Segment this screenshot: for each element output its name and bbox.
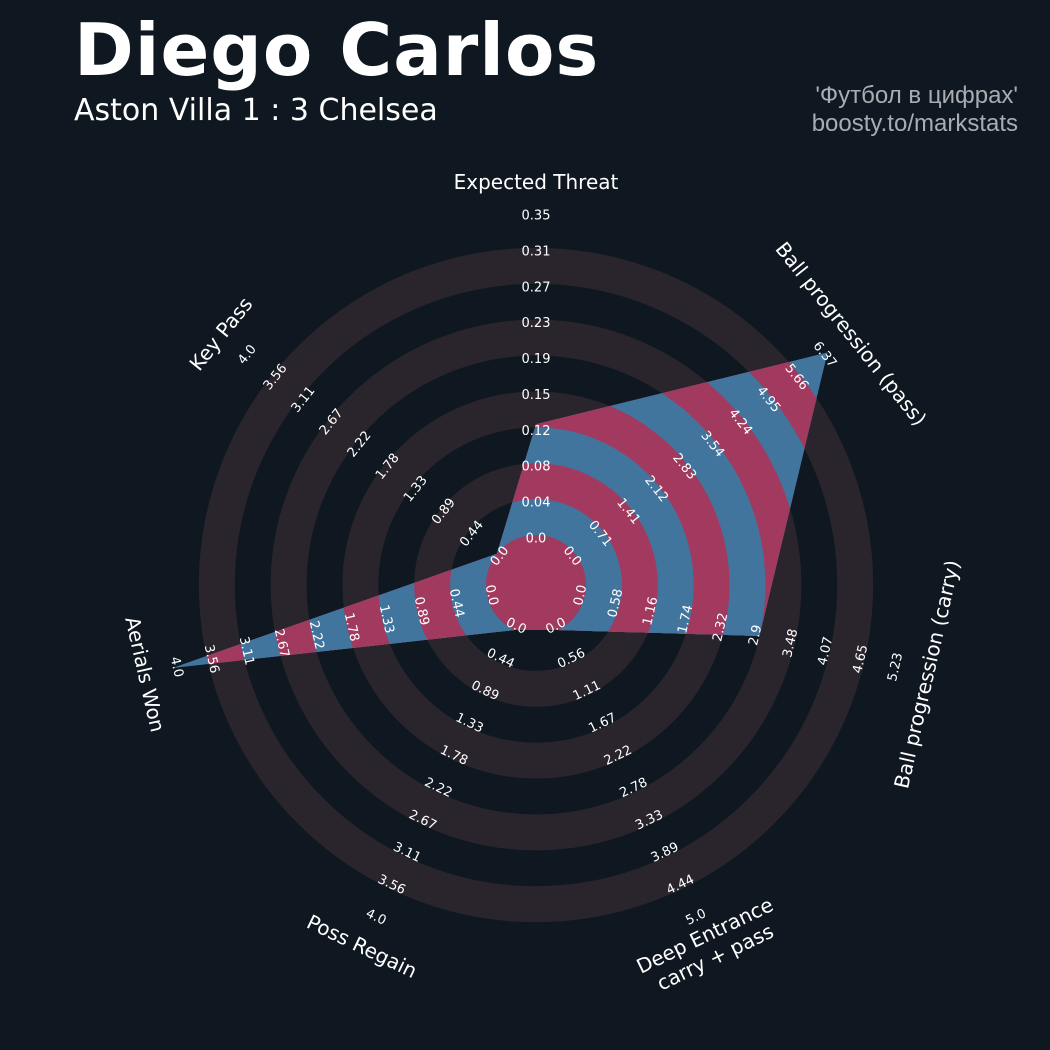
credit-url: boosty.to/markstats xyxy=(811,109,1018,137)
tick-label: 0.08 xyxy=(522,460,551,475)
axis-label: Deep Entrancecarry + pass xyxy=(633,892,788,1000)
ring-band xyxy=(270,319,802,851)
tick-label: 0.04 xyxy=(522,496,551,511)
tick-label: 0.0 xyxy=(526,532,547,547)
tick-label: 2.67 xyxy=(271,627,292,659)
credit: 'Футбол в цифрах' boosty.to/markstats xyxy=(812,82,1018,137)
tick-label: 1.33 xyxy=(376,603,397,635)
tick-label: 5.23 xyxy=(885,651,906,683)
tick-label: 1.74 xyxy=(675,603,696,635)
axis-label-line: Expected Threat xyxy=(454,170,619,194)
tick-label: 0.44 xyxy=(446,587,467,619)
tick-label: 1.16 xyxy=(640,595,661,627)
tick-label: 3.11 xyxy=(236,635,257,667)
tick-label: 0.0 xyxy=(571,583,590,607)
tick-label: 4.65 xyxy=(850,643,871,675)
axis-label-line: Poss Regain xyxy=(303,910,421,983)
tick-label: 2.32 xyxy=(710,611,731,643)
tick-label: 3.48 xyxy=(780,627,801,659)
inner-disc xyxy=(486,535,586,635)
tick-label: 1.78 xyxy=(341,611,362,643)
tick-label: 3.56 xyxy=(201,643,222,675)
tick-label: 0.19 xyxy=(522,352,551,367)
tick-label: 2.9 xyxy=(746,623,765,647)
ring-band xyxy=(198,247,874,923)
tick-label: 2.22 xyxy=(306,619,327,651)
axis-label: Poss Regain xyxy=(303,910,421,983)
axis-label: Expected Threat xyxy=(454,170,619,194)
tick-label: 0.58 xyxy=(605,587,626,619)
tick-label: 4.07 xyxy=(815,635,836,667)
tick-label: 4.0 xyxy=(235,342,260,368)
tick-label: 4.0 xyxy=(167,655,186,679)
tick-label: 0.23 xyxy=(522,316,551,331)
axis-label-line: Aerials Won xyxy=(120,614,170,734)
tick-label: 0.12 xyxy=(522,424,551,439)
tick-label: 0.27 xyxy=(522,280,551,295)
match-score: Aston Villa 1 : 3 Chelsea xyxy=(74,93,438,128)
tick-label: 0.31 xyxy=(522,244,551,259)
credit-channel: 'Футбол в цифрах' xyxy=(815,82,1018,109)
axis-label: Aerials Won xyxy=(120,614,170,734)
tick-label: 0.0 xyxy=(482,583,501,607)
player-name: Diego Carlos xyxy=(74,8,600,92)
tick-label: 0.35 xyxy=(522,209,551,224)
tick-label: 0.89 xyxy=(411,595,432,627)
tick-label: 0.15 xyxy=(522,388,551,403)
tick-label: 4.0 xyxy=(363,906,388,928)
